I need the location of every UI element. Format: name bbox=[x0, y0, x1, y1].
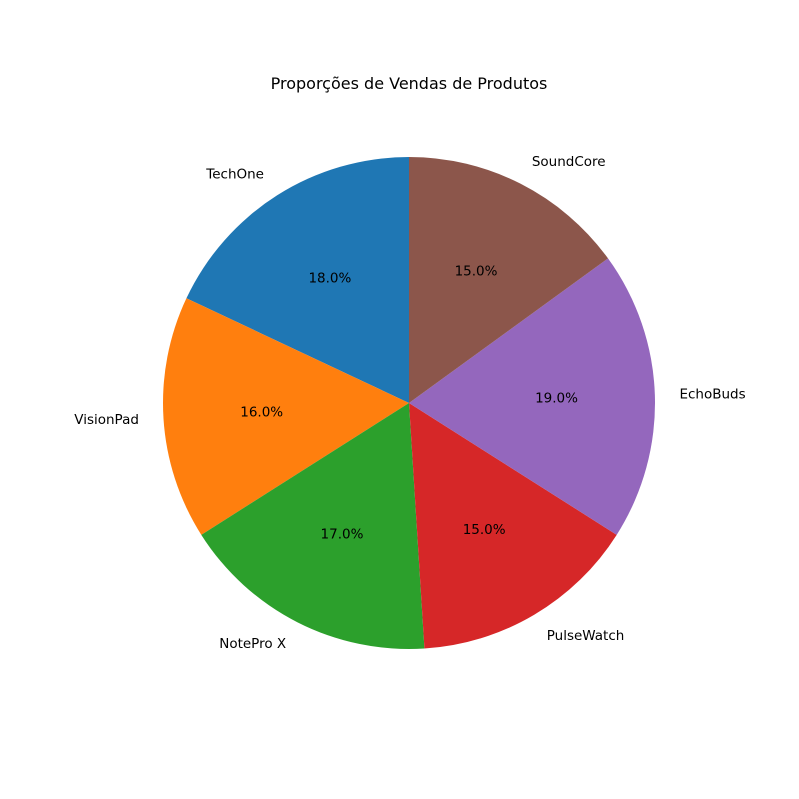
category-label: NotePro X bbox=[219, 636, 286, 652]
pie-slice-techone bbox=[186, 157, 409, 403]
pie-slices bbox=[163, 157, 655, 649]
category-label: TechOne bbox=[205, 167, 264, 183]
percent-label: 19.0% bbox=[535, 390, 578, 406]
percent-label: 18.0% bbox=[308, 270, 351, 286]
pie-slice-notepro-x bbox=[201, 403, 425, 649]
category-labels: TechOne VisionPad NotePro X PulseWatch EchoB… bbox=[74, 154, 745, 652]
category-label: VisionPad bbox=[74, 412, 139, 428]
category-label: PulseWatch bbox=[547, 628, 625, 644]
pie-slice-echobuds bbox=[409, 258, 655, 535]
percent-label: 17.0% bbox=[321, 527, 364, 543]
percent-label: 15.0% bbox=[455, 263, 498, 279]
chart-title: Proporções de Vendas de Produtos bbox=[271, 74, 548, 93]
pie-slice-soundcore bbox=[409, 157, 609, 403]
pie-slice-pulsewatch bbox=[409, 403, 617, 649]
pie-slice-visionpad bbox=[163, 298, 409, 535]
percent-labels: 18.0% 16.0% 17.0% 15.0% 19.0% 15.0% bbox=[240, 263, 578, 542]
percent-label: 15.0% bbox=[463, 522, 506, 538]
percent-label: 16.0% bbox=[240, 404, 283, 420]
category-label: SoundCore bbox=[532, 154, 606, 170]
category-label: EchoBuds bbox=[679, 387, 745, 403]
